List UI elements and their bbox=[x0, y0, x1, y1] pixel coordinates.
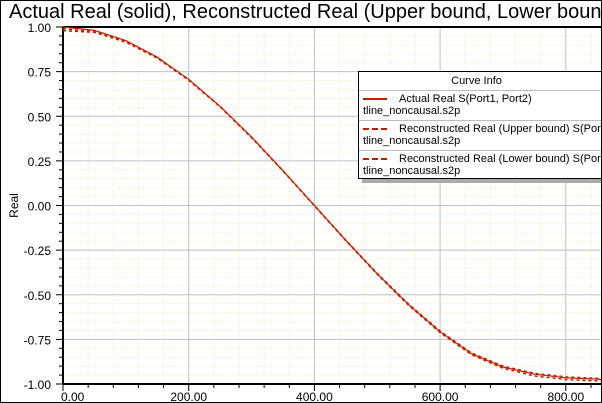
y-tick-label: -0.50 bbox=[24, 289, 52, 303]
legend[interactable]: Curve Info Actual Real S(Port1, Port2) t… bbox=[358, 71, 601, 179]
dashed-line-swatch-icon bbox=[363, 158, 387, 161]
x-tick-label: 600.00 bbox=[422, 390, 459, 403]
legend-label: Reconstructed Real (Upper bound) S(Port1… bbox=[399, 123, 601, 135]
y-tick-label: 0.00 bbox=[28, 200, 52, 214]
legend-entry-actual[interactable]: Actual Real S(Port1, Port2) tline_noncau… bbox=[359, 91, 601, 121]
legend-label: Reconstructed Real (Lower bound) S(Port1… bbox=[399, 153, 601, 165]
chart-title: Actual Real (solid), Reconstructed Real … bbox=[9, 1, 602, 23]
y-tick-label: -1.00 bbox=[24, 378, 52, 392]
legend-file: tline_noncausal.s2p bbox=[363, 135, 461, 147]
solid-line-swatch-icon bbox=[363, 98, 387, 101]
x-tick-label: 0.00 bbox=[61, 390, 85, 403]
legend-label: Actual Real S(Port1, Port2) bbox=[399, 93, 532, 105]
series-line-0 bbox=[62, 26, 601, 380]
legend-file: tline_noncausal.s2p bbox=[363, 105, 461, 117]
legend-file: tline_noncausal.s2p bbox=[363, 165, 461, 177]
y-tick-label: -0.25 bbox=[24, 244, 52, 258]
x-tick-label: 400.00 bbox=[296, 390, 333, 403]
y-tick-label: -0.75 bbox=[24, 333, 52, 347]
legend-entry-lower[interactable]: Reconstructed Real (Lower bound) S(Port1… bbox=[359, 151, 601, 178]
y-tick-label: 0.50 bbox=[28, 110, 52, 124]
y-tick-label: 0.75 bbox=[28, 66, 52, 80]
series-line-2 bbox=[62, 29, 601, 382]
legend-title: Curve Info bbox=[359, 72, 601, 91]
dashed-line-swatch-icon bbox=[363, 128, 387, 131]
y-axis-label: Real bbox=[7, 193, 21, 218]
legend-entry-upper[interactable]: Reconstructed Real (Upper bound) S(Port1… bbox=[359, 121, 601, 151]
y-tick-label: 0.25 bbox=[28, 155, 52, 169]
x-tick-label: 200.00 bbox=[170, 390, 207, 403]
y-tick-label: 1.00 bbox=[28, 21, 52, 35]
x-tick-label: 800.00 bbox=[547, 390, 584, 403]
series-line-1 bbox=[62, 28, 601, 380]
